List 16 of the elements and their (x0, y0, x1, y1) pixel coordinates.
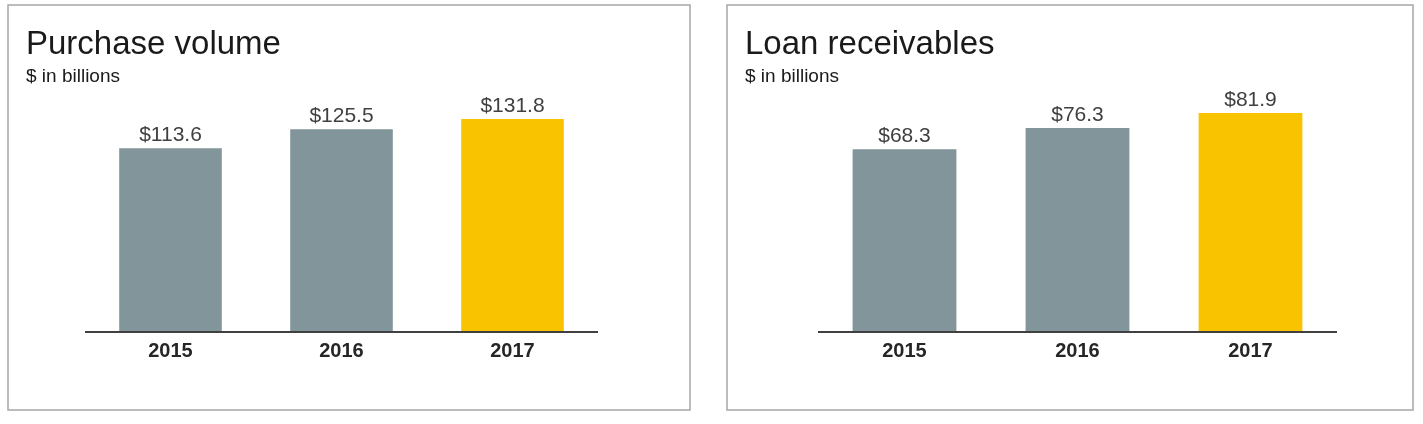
x-tick-label: 2015 (882, 338, 927, 361)
x-tick-label: 2017 (490, 338, 535, 361)
chart-title: Purchase volume (26, 24, 281, 61)
x-tick-label: 2015 (148, 338, 193, 361)
x-tick-label: 2017 (1228, 338, 1273, 361)
data-label: $131.8 (480, 93, 545, 116)
data-label: $76.3 (1051, 101, 1104, 125)
data-label: $113.6 (139, 122, 202, 146)
chart-title: Loan receivables (745, 24, 995, 61)
data-label: $125.5 (309, 103, 374, 127)
chart-subtitle: $ in billions (745, 65, 839, 86)
chart-subtitle: $ in billions (26, 65, 120, 86)
data-label: $68.3 (878, 123, 931, 147)
data-label: $81.9 (1224, 87, 1277, 110)
x-tick-label: 2016 (319, 338, 364, 361)
x-tick-label: 2016 (1055, 338, 1100, 361)
